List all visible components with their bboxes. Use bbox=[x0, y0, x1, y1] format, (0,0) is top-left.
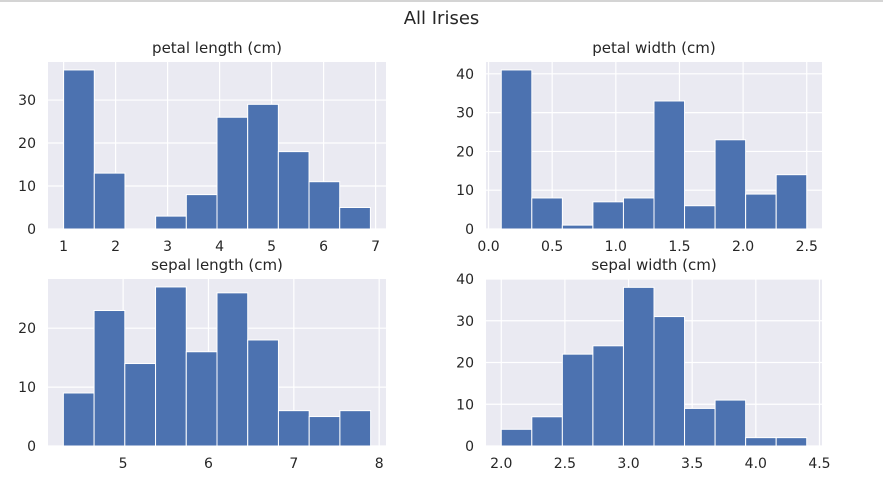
histogram-bar bbox=[775, 174, 808, 230]
y-tick-label: 0 bbox=[27, 439, 36, 455]
histogram-bar bbox=[775, 437, 808, 447]
histogram-bar bbox=[216, 292, 249, 447]
y-tick-label: 10 bbox=[18, 179, 36, 195]
histogram-bar bbox=[62, 392, 95, 447]
histogram-bar bbox=[339, 207, 371, 230]
subplot-title: sepal width (cm) bbox=[591, 256, 716, 274]
x-tick-label: 3.5 bbox=[681, 456, 703, 472]
x-tick-label: 2.5 bbox=[796, 239, 818, 255]
x-tick-label: 5 bbox=[267, 239, 276, 255]
x-tick-label: 1.5 bbox=[668, 239, 690, 255]
y-tick-label: 10 bbox=[456, 397, 474, 413]
x-tick-label: 4.0 bbox=[745, 456, 767, 472]
histogram-bar bbox=[561, 353, 594, 447]
histogram-bar bbox=[622, 197, 655, 230]
y-tick-label: 20 bbox=[456, 356, 474, 372]
subplot-title: petal length (cm) bbox=[152, 39, 282, 57]
histogram-bar bbox=[745, 437, 777, 447]
y-tick-label: 40 bbox=[456, 67, 474, 83]
histogram-bar bbox=[745, 193, 777, 230]
histogram-bar bbox=[714, 139, 747, 230]
y-tick-label: 10 bbox=[18, 380, 36, 396]
histogram-bar bbox=[155, 286, 187, 447]
x-tick-label: 2.0 bbox=[490, 456, 512, 472]
figure-title: All Irises bbox=[403, 8, 480, 29]
x-tick-label: 8 bbox=[375, 456, 384, 472]
histogram-bar bbox=[500, 428, 533, 447]
histogram-bar bbox=[592, 201, 624, 230]
histogram-bar bbox=[684, 407, 716, 447]
histogram-bar bbox=[185, 351, 218, 447]
x-tick-label: 4 bbox=[215, 239, 224, 255]
histogram-bar bbox=[561, 224, 594, 230]
x-tick-label: 4.5 bbox=[808, 456, 830, 472]
subplot-title: sepal length (cm) bbox=[151, 256, 283, 274]
y-tick-label: 10 bbox=[456, 183, 474, 199]
y-tick-label: 40 bbox=[456, 272, 474, 288]
x-tick-label: 0.5 bbox=[541, 239, 563, 255]
x-tick-label: 2 bbox=[111, 239, 120, 255]
x-tick-label: 7 bbox=[289, 456, 298, 472]
y-tick-label: 30 bbox=[456, 314, 474, 330]
y-tick-label: 30 bbox=[18, 93, 36, 109]
subplot-1: 1 2 3 4 5 6 7 0 10 20 30 petal length (cm) bbox=[18, 39, 386, 255]
histogram-bar bbox=[277, 410, 310, 447]
x-tick-label: 5 bbox=[119, 456, 128, 472]
x-tick-label: 1 bbox=[59, 239, 68, 255]
histogram-bar bbox=[247, 339, 279, 447]
subplot-3: 5 6 7 8 0 10 20 sepal length (cm) bbox=[18, 256, 386, 472]
x-tick-label: 2.5 bbox=[554, 456, 576, 472]
histogram-bar bbox=[216, 116, 249, 230]
y-tick-label: 0 bbox=[465, 222, 474, 238]
histogram-bar bbox=[277, 151, 310, 230]
histogram-bar bbox=[531, 416, 563, 447]
histogram-bar bbox=[63, 69, 95, 230]
subplot-title: petal width (cm) bbox=[592, 39, 715, 57]
y-tick-label: 0 bbox=[27, 222, 36, 238]
x-tick-label: 6 bbox=[204, 456, 213, 472]
histogram-bar bbox=[247, 103, 279, 230]
x-tick-label: 7 bbox=[371, 239, 380, 255]
x-tick-label: 1.0 bbox=[605, 239, 627, 255]
histogram-bar bbox=[531, 197, 563, 230]
histogram-bar bbox=[622, 286, 655, 447]
histogram-bar bbox=[185, 194, 218, 230]
histogram-bar bbox=[124, 363, 157, 447]
histogram-bar bbox=[500, 69, 533, 230]
x-tick-label: 3.0 bbox=[617, 456, 639, 472]
y-tick-label: 0 bbox=[465, 439, 474, 455]
histogram-bar bbox=[592, 345, 624, 447]
y-tick-label: 30 bbox=[456, 106, 474, 122]
histogram-bar bbox=[339, 410, 372, 447]
x-tick-label: 0.0 bbox=[477, 239, 499, 255]
histogram-bar bbox=[308, 181, 341, 230]
y-tick-label: 20 bbox=[18, 136, 36, 152]
histogram-bar bbox=[653, 100, 686, 230]
x-tick-label: 6 bbox=[319, 239, 328, 255]
histogram-bar bbox=[714, 399, 747, 447]
histogram-bar bbox=[155, 215, 187, 230]
x-tick-label: 2.0 bbox=[732, 239, 754, 255]
histogram-bar bbox=[93, 310, 126, 447]
y-tick-label: 20 bbox=[18, 321, 36, 337]
subplot-2: 0.0 0.5 1.0 1.5 2.0 2.5 0 10 20 30 40 petal width (… bbox=[456, 39, 822, 255]
histogram-bar bbox=[653, 316, 686, 447]
top-rule bbox=[0, 0, 883, 2]
subplot-4: 2.0 2.5 3.0 3.5 4.0 4.5 0 10 20 30 40 sepal width (… bbox=[456, 256, 830, 472]
y-tick-label: 20 bbox=[456, 144, 474, 160]
histogram-bar bbox=[93, 172, 126, 230]
histogram-bar bbox=[684, 205, 716, 230]
x-tick-label: 3 bbox=[163, 239, 172, 255]
histogram-bar bbox=[308, 416, 341, 447]
